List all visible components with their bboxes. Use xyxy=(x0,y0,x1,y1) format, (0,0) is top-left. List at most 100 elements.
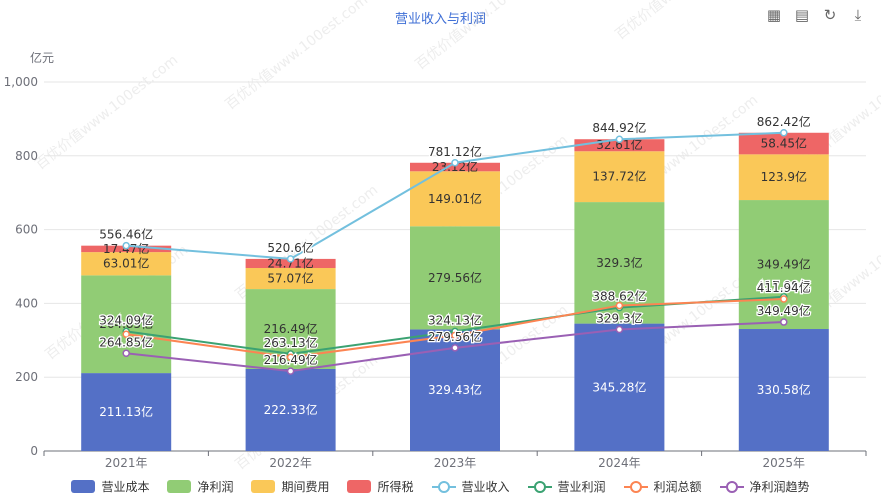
y-tick-label: 400 xyxy=(15,296,38,310)
legend-item-所得税[interactable]: 所得税 xyxy=(347,478,414,495)
line-label: 388.62亿 xyxy=(592,289,646,304)
chart-title: 营业收入与利润 xyxy=(394,12,486,27)
line-point[interactable] xyxy=(451,344,459,352)
watermark-text: 百优价值www.100est.com xyxy=(223,0,372,113)
line-label: 263.13亿 xyxy=(264,335,318,350)
legend-item-净利润[interactable]: 净利润 xyxy=(167,478,233,495)
bar-营业成本-3[interactable] xyxy=(574,323,665,451)
legend-line-swatch xyxy=(719,480,744,493)
line-label: 216.49亿 xyxy=(264,352,318,367)
line-label: 862.42亿 xyxy=(757,114,811,129)
legend-swatch xyxy=(71,480,96,493)
line-point[interactable] xyxy=(286,367,295,375)
bar-所得税-4[interactable] xyxy=(738,132,829,155)
legend-label: 利润总额 xyxy=(653,480,702,494)
bar-净利润-2[interactable] xyxy=(410,226,500,330)
bar-营业成本-1[interactable] xyxy=(245,368,336,451)
legend-swatch xyxy=(167,480,192,493)
bar-营业成本-0[interactable] xyxy=(81,373,172,451)
chart-toolbar: ▦ ▤ ↻ ⤓ xyxy=(765,6,867,24)
legend-line-swatch xyxy=(431,480,456,493)
bar-label: 330.58亿 xyxy=(757,382,811,397)
bar-label: 345.28亿 xyxy=(592,379,646,394)
line-label: 264.85亿 xyxy=(99,334,153,349)
legend-swatch xyxy=(251,480,276,493)
y-tick-label: 600 xyxy=(15,223,38,237)
bar-label: 63.01亿 xyxy=(103,256,149,271)
data-view-icon[interactable]: ▦ xyxy=(766,6,782,24)
line-point[interactable] xyxy=(615,325,624,334)
line-label: 556.46亿 xyxy=(99,227,153,242)
bar-期间费用-3[interactable] xyxy=(574,151,665,203)
legend-item-营业利润[interactable]: 营业利润 xyxy=(527,478,606,495)
table-icon[interactable]: ▤ xyxy=(794,6,810,24)
line-series-营业利润: 324.09亿 263.13亿 324.13亿 388.62亿 417.98亿 xyxy=(98,277,812,358)
bar-营业成本-4[interactable] xyxy=(738,329,829,451)
line-point[interactable] xyxy=(122,330,130,338)
line-point[interactable] xyxy=(780,295,788,303)
x-tick-label: 2022年 xyxy=(269,456,312,470)
line-point[interactable] xyxy=(780,129,788,137)
watermark-text: 百优价值www.100est.com xyxy=(613,0,762,43)
y-tick-label: 800 xyxy=(15,149,38,163)
bar-label: 149.01亿 xyxy=(428,191,482,206)
refresh-icon[interactable]: ↻ xyxy=(823,6,837,24)
bar-期间费用-1[interactable] xyxy=(245,268,336,290)
line-label: 411.94亿 xyxy=(757,280,811,295)
legend-item-期间费用[interactable]: 期间费用 xyxy=(251,478,329,495)
line-point[interactable] xyxy=(286,353,295,361)
line-point[interactable] xyxy=(780,318,788,326)
line-point[interactable] xyxy=(615,135,624,143)
line-point[interactable] xyxy=(122,349,130,358)
watermark-text: 百优价值www.100est.com xyxy=(413,0,562,73)
y-tick-label: 200 xyxy=(15,370,38,384)
bar-label: 279.56亿 xyxy=(428,270,482,285)
line-point[interactable] xyxy=(122,241,130,250)
bar-label: 123.9亿 xyxy=(761,169,807,184)
line-label: 844.92亿 xyxy=(592,120,646,135)
bar-group: 211.13亿 222.33亿 329.43亿 345.28亿 330.58亿 264.8… xyxy=(81,132,829,451)
legend-label: 营业利润 xyxy=(557,480,606,494)
line-point[interactable] xyxy=(286,255,295,263)
legend-label: 净利润 xyxy=(197,480,234,494)
line-label: 324.13亿 xyxy=(428,312,482,327)
bar-所得税-2[interactable] xyxy=(410,162,500,172)
y-axis-label: 亿元 xyxy=(30,50,54,65)
line-label: 329.3亿 xyxy=(596,310,642,325)
legend-line-swatch xyxy=(527,480,552,493)
bar-净利润-4[interactable] xyxy=(738,200,829,330)
chart-legend: 营业成本 净利润 期间费用 所得税 营业收入 营业利润 利润总额 净利润趋势 xyxy=(0,478,881,495)
bar-期间费用-0[interactable] xyxy=(81,252,172,276)
bar-所得税-1[interactable] xyxy=(245,258,336,269)
bar-label: 329.3亿 xyxy=(596,255,642,270)
download-icon[interactable]: ⤓ xyxy=(854,6,862,24)
x-tick-label: 2023年 xyxy=(434,456,477,470)
bar-label: 216.49亿 xyxy=(264,321,318,336)
bar-label: 57.07亿 xyxy=(267,271,313,286)
legend-item-净利润趋势[interactable]: 净利润趋势 xyxy=(719,478,810,495)
legend-label: 所得税 xyxy=(377,480,414,494)
line-label: 417.98亿 xyxy=(757,278,811,293)
bar-label: 329.43亿 xyxy=(428,382,482,397)
bar-label: 211.13亿 xyxy=(99,404,153,419)
bar-label: 349.49亿 xyxy=(757,257,811,272)
legend-item-营业收入[interactable]: 营业收入 xyxy=(431,478,510,495)
legend-item-营业成本[interactable]: 营业成本 xyxy=(71,478,149,495)
legend-item-利润总额[interactable]: 利润总额 xyxy=(623,478,702,495)
line-series-营业收入: 556.46亿 520.6亿 781.12亿 844.92亿 862.42亿 xyxy=(98,113,812,263)
x-tick-label: 2024年 xyxy=(598,456,641,470)
line-series-利润总额: 411.94亿 xyxy=(122,279,812,361)
legend-line-swatch xyxy=(623,480,648,493)
line-label: 520.6亿 xyxy=(267,240,313,255)
line-point[interactable] xyxy=(451,159,459,167)
x-tick-label: 2025年 xyxy=(763,456,806,470)
legend-label: 期间费用 xyxy=(281,480,330,494)
bar-期间费用-4[interactable] xyxy=(738,154,829,201)
line-point[interactable] xyxy=(451,331,459,340)
bar-label: 24.71亿 xyxy=(267,255,313,270)
y-tick-label: 1,000 xyxy=(4,75,38,89)
line-point[interactable] xyxy=(615,301,624,310)
legend-label: 净利润趋势 xyxy=(749,480,810,494)
